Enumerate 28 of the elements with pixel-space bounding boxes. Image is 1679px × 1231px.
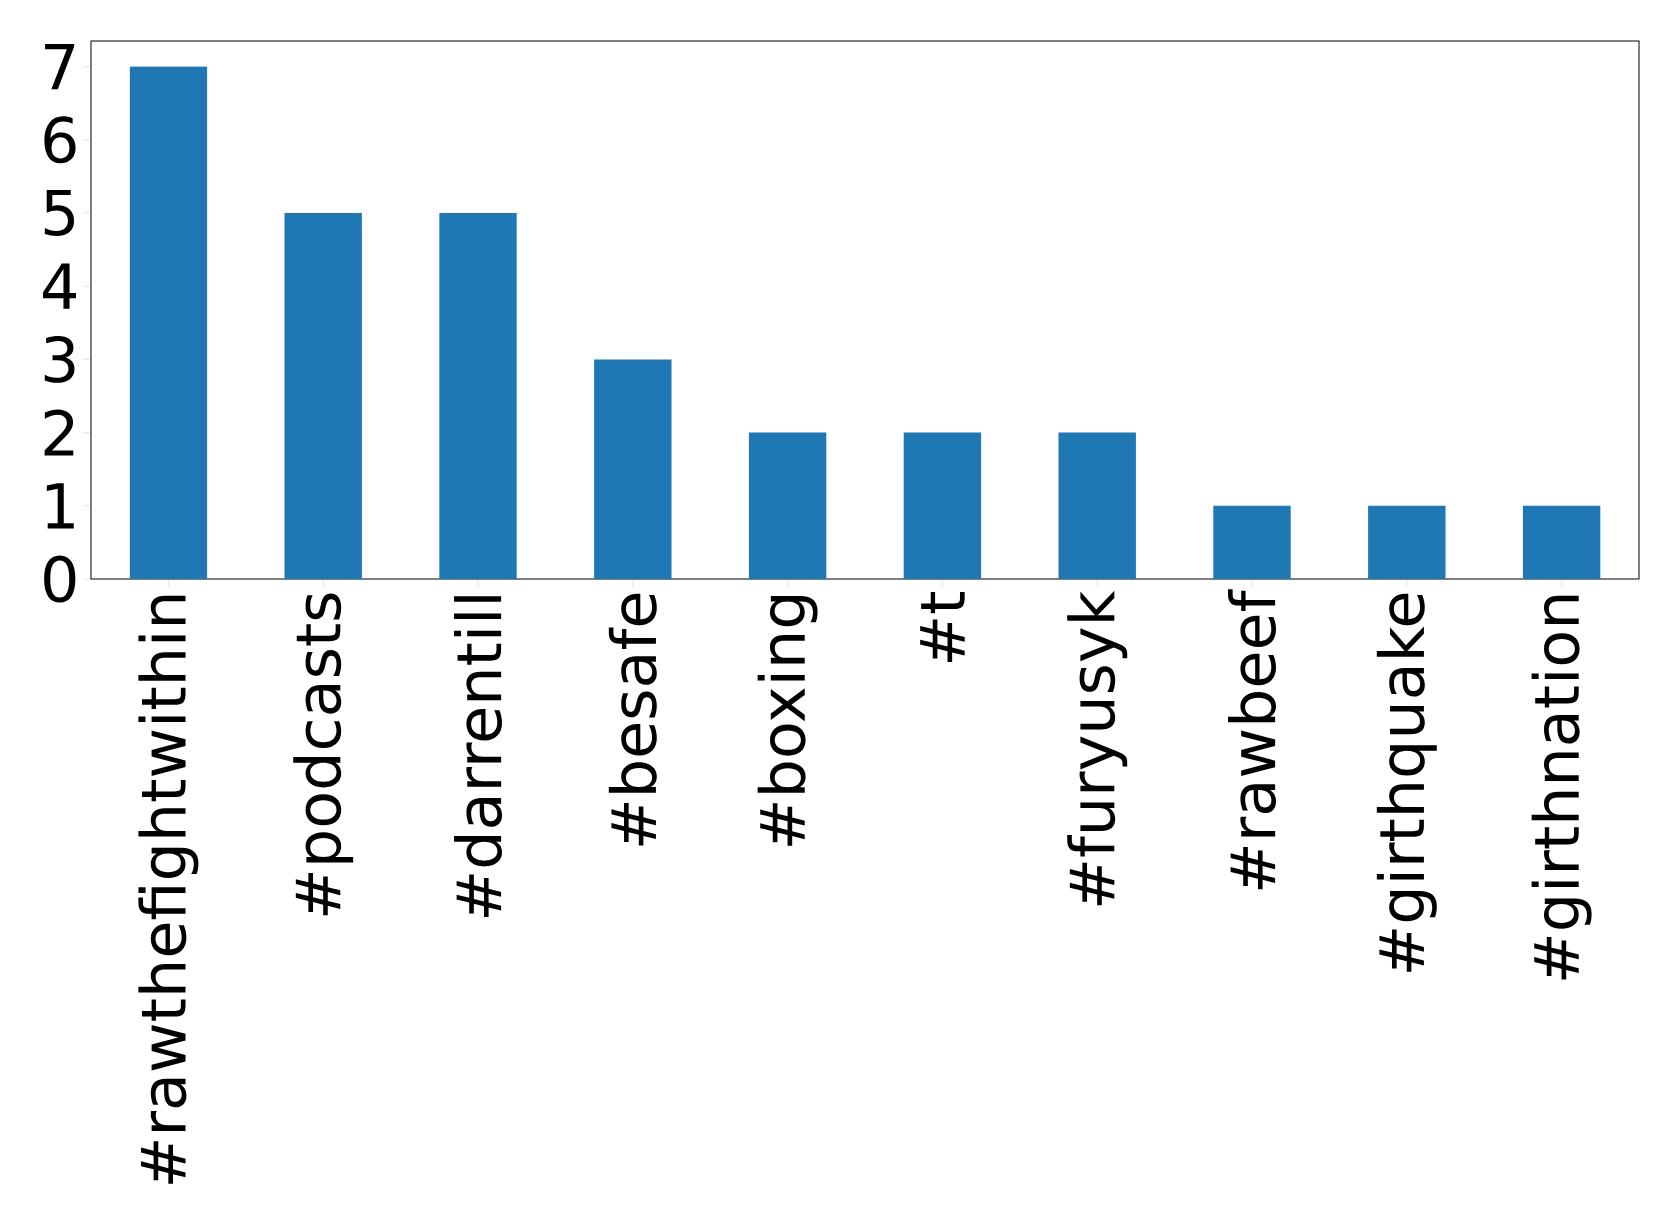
x-tick-label: #furyusyk <box>1067 590 1128 906</box>
bar <box>284 213 362 579</box>
x-tick-label: #girthquake <box>1376 593 1437 972</box>
y-tick-label: 4 <box>43 263 76 309</box>
bar <box>1368 505 1446 579</box>
x-tick-label: #boxing <box>757 596 818 846</box>
bar <box>1522 505 1601 579</box>
x-tick-label: #darrentill <box>454 596 502 917</box>
y-tick-label: 3 <box>44 335 75 383</box>
x-tick-label: #girthnation <box>1531 595 1592 980</box>
bar <box>439 213 517 579</box>
bar <box>1213 505 1291 579</box>
x-tick-label: #podcasts <box>293 593 354 916</box>
bar <box>594 359 672 579</box>
bar <box>129 66 208 579</box>
bar <box>748 432 827 579</box>
bar <box>1058 432 1136 579</box>
y-tick-label: 2 <box>44 409 74 456</box>
x-tick-label: #besafe <box>608 593 657 846</box>
x-tick-label: #rawthefightwithin <box>138 595 199 1184</box>
y-tick-label: 6 <box>44 116 76 164</box>
y-tick-label: 0 <box>44 555 76 603</box>
y-tick-label: 5 <box>44 189 75 237</box>
y-tick-label: 7 <box>45 44 75 90</box>
bar <box>903 432 982 579</box>
x-tick-label: #t <box>920 592 965 662</box>
x-tick-label: #rawbeef <box>1228 589 1276 890</box>
y-tick-label: 1 <box>46 483 74 529</box>
